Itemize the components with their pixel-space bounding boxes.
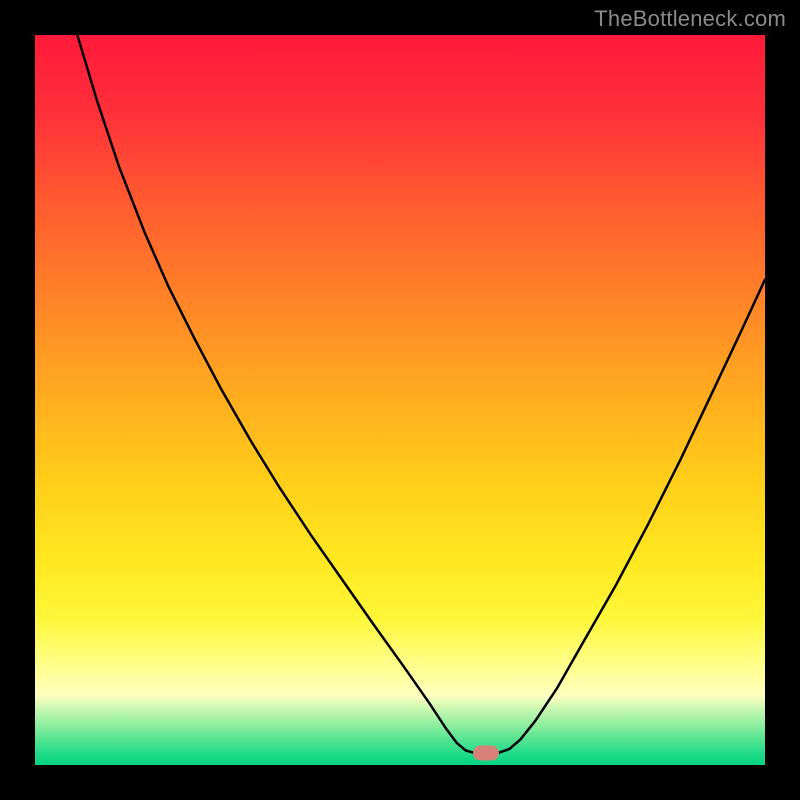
chart-root: { "watermark": { "text": "TheBottleneck.… xyxy=(0,0,800,800)
bottleneck-curve xyxy=(35,35,765,765)
optimum-marker xyxy=(473,745,499,760)
watermark-text: TheBottleneck.com xyxy=(594,6,786,32)
plot-area xyxy=(35,35,765,765)
